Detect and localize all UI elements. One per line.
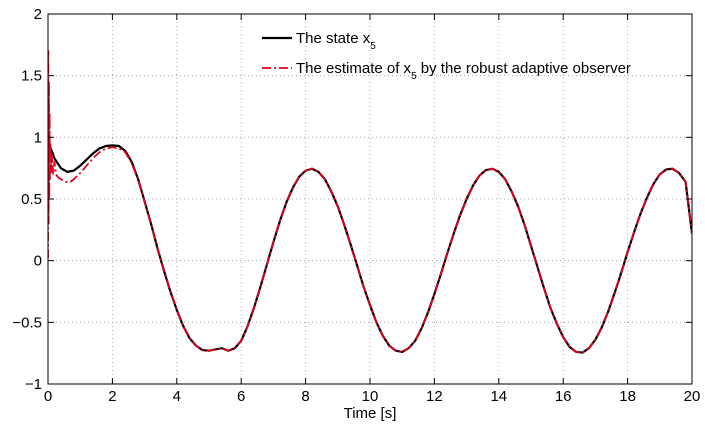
x-tick-label: 2	[108, 388, 116, 405]
y-tick-labels: −1 −0.5 0 0.5 1 1.5 2	[12, 6, 42, 393]
y-tick-label: 2	[34, 6, 42, 23]
y-tick-label: 1	[34, 129, 42, 146]
y-tick-label: 0.5	[21, 191, 42, 208]
series-line-estimate-x5	[48, 50, 692, 354]
axis-ticks	[47, 13, 693, 385]
grid-lines	[48, 14, 692, 384]
x-tick-label: 20	[684, 388, 701, 405]
x-tick-label: 14	[490, 388, 507, 405]
x-axis-title: Time [s]	[344, 405, 397, 422]
legend: The state x5 The estimate of x5 by the ro…	[262, 30, 631, 82]
x-tick-label: 16	[555, 388, 572, 405]
y-tick-label: 0	[34, 253, 42, 270]
x-tick-label: 10	[362, 388, 379, 405]
x-tick-label: 8	[301, 388, 309, 405]
x-tick-label: 4	[173, 388, 181, 405]
series-clip-group	[48, 50, 692, 354]
y-tick-label: −0.5	[12, 314, 42, 331]
x-tick-label: 6	[237, 388, 245, 405]
x-tick-label: 12	[426, 388, 443, 405]
series-layer	[48, 50, 692, 354]
x-tick-label: 0	[44, 388, 52, 405]
x-tick-labels: 0 2 4 6 8 10 12 14 16 18 20	[44, 388, 701, 405]
y-tick-label: 1.5	[21, 68, 42, 85]
y-tick-label: −1	[25, 376, 42, 393]
x-tick-label: 18	[619, 388, 636, 405]
legend-label-estimate: The estimate of x5 by the robust adaptiv…	[296, 60, 631, 82]
legend-label-state: The state x5	[296, 30, 376, 52]
